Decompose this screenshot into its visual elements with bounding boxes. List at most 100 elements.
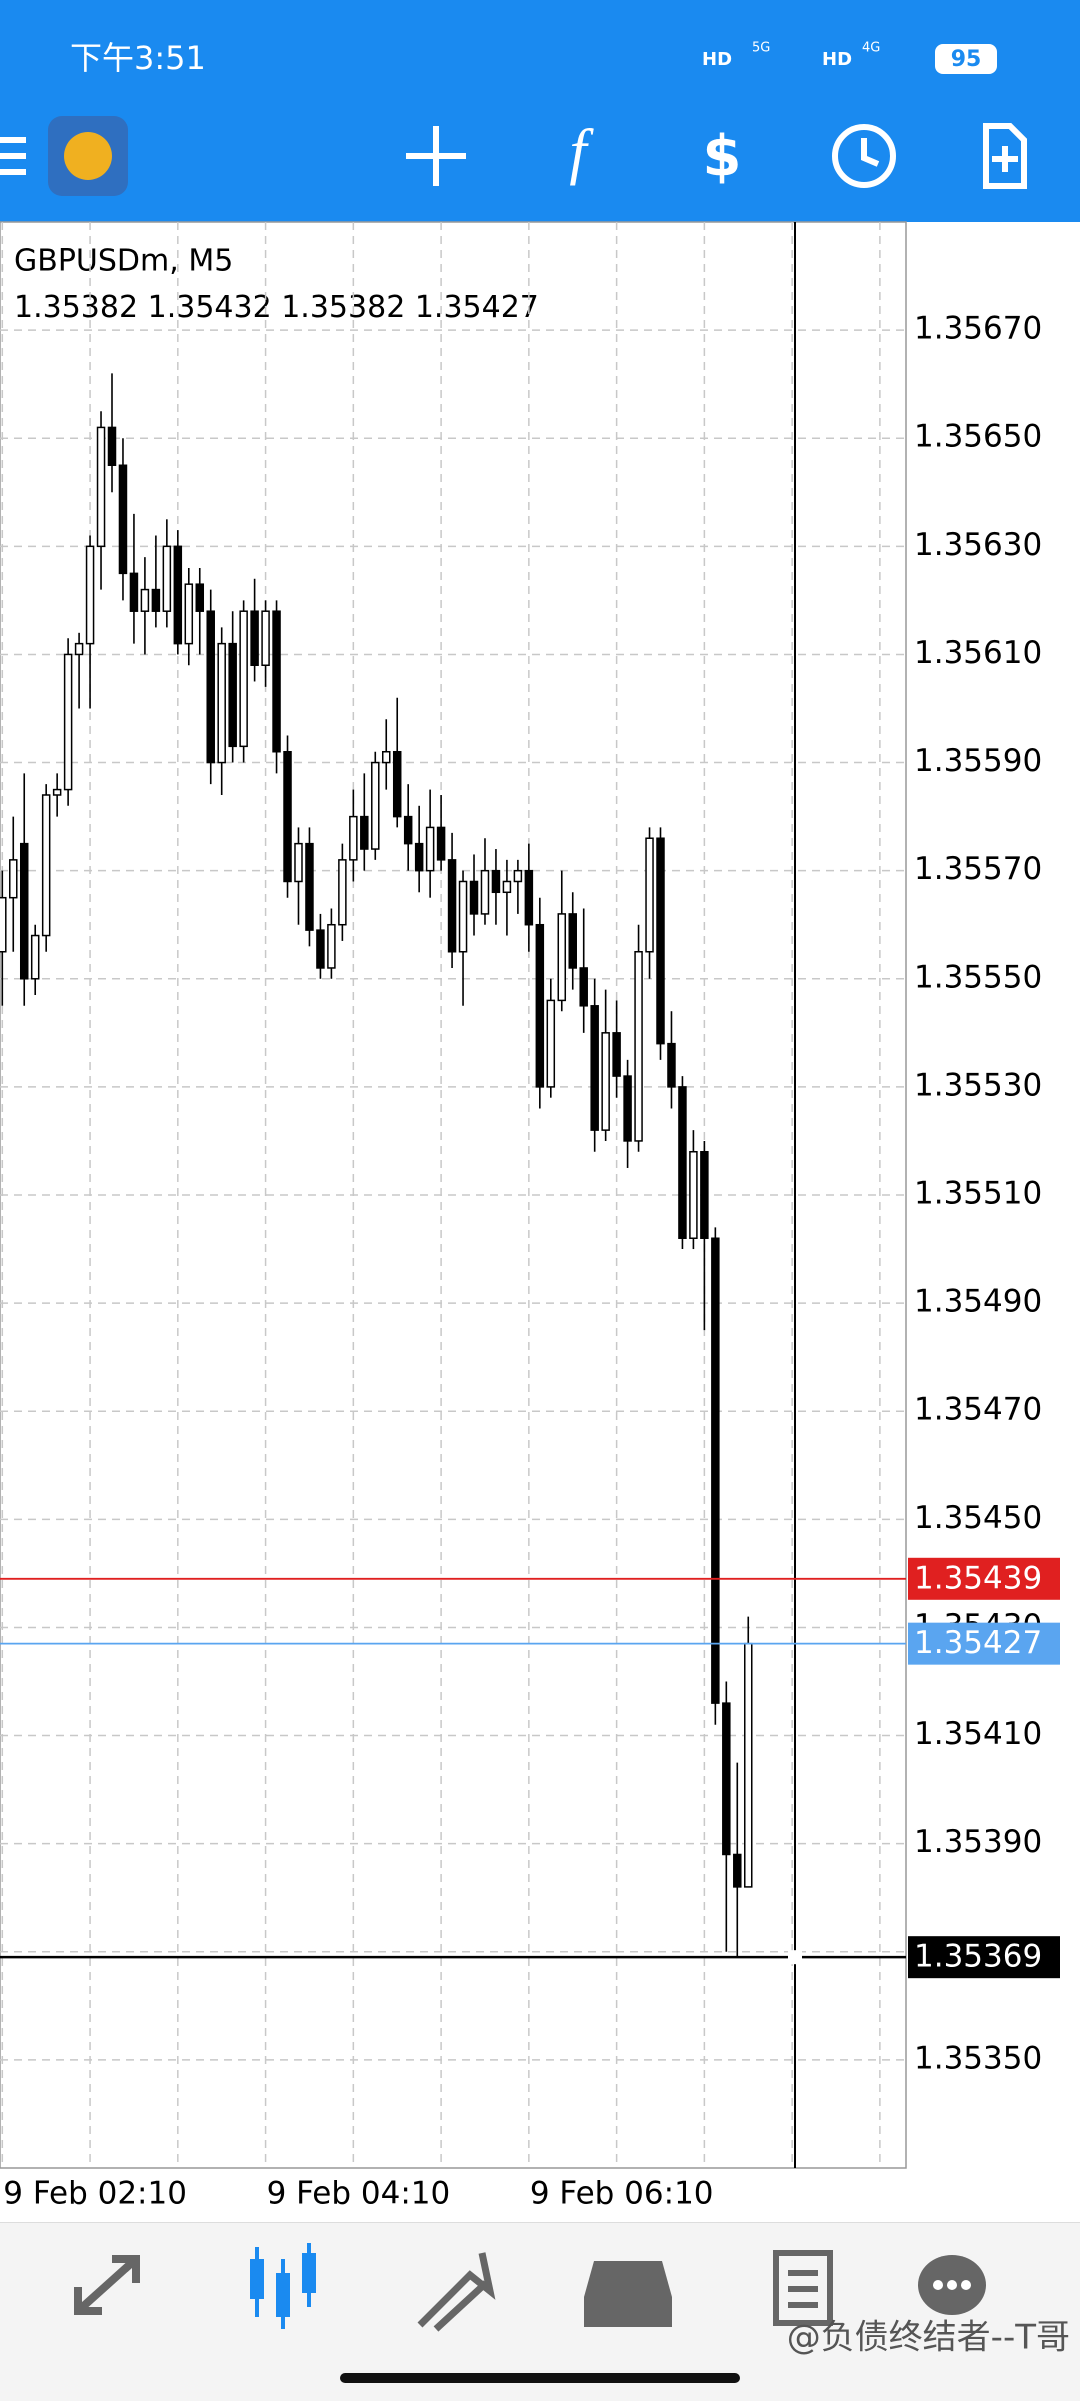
- candle-body: [722, 1702, 731, 1856]
- news-tab[interactable]: [773, 2250, 833, 2326]
- candle-body: [272, 610, 281, 753]
- candle-body: [524, 869, 534, 926]
- y-tick-label: 1.35350: [914, 2040, 1042, 2076]
- candle-body: [733, 1853, 742, 1888]
- network-label: HD: [702, 49, 732, 70]
- y-tick-label: 1.35530: [914, 1067, 1042, 1103]
- x-tick-label: 9 Feb 02:10: [3, 2176, 187, 2212]
- candle-body: [382, 750, 391, 764]
- plot-frame: [0, 221, 907, 2169]
- candle-body: [601, 1032, 610, 1131]
- history-tab[interactable]: [584, 2261, 672, 2327]
- candle-body: [667, 1042, 676, 1088]
- candle-body: [513, 869, 523, 883]
- candle-body: [338, 859, 347, 926]
- candle-body: [327, 923, 336, 969]
- network-label: HD: [822, 49, 852, 70]
- candle-body: [403, 815, 413, 845]
- candle-body: [228, 642, 237, 748]
- candle-body: [414, 842, 424, 872]
- candle-body: [458, 880, 468, 953]
- y-tick-label: 1.35650: [914, 419, 1042, 455]
- y-tick-label: 1.35470: [914, 1392, 1042, 1428]
- y-tick-label: 1.35410: [914, 1716, 1042, 1752]
- y-tick-label: 1.35570: [914, 851, 1042, 887]
- candle-body: [535, 923, 545, 1088]
- candle-body: [30, 934, 40, 980]
- candle-body: [568, 913, 577, 969]
- trade-tab[interactable]: [417, 2252, 496, 2332]
- y-tick-label: 1.35550: [914, 959, 1042, 995]
- candle-body: [250, 610, 259, 667]
- chart-title: GBPUSDm, M5: [14, 244, 233, 279]
- candle-body: [184, 583, 194, 645]
- candle-body: [63, 653, 73, 791]
- candle-body: [195, 583, 205, 612]
- candle-body: [0, 896, 7, 953]
- candle-body: [711, 1237, 720, 1704]
- ohlc-readout: 1.35382 1.35432 1.35382 1.35427: [14, 290, 539, 325]
- trade-icon[interactable]: $: [703, 124, 742, 189]
- price-label: 1.35439: [914, 1560, 1042, 1596]
- candle-body: [9, 859, 18, 899]
- price-label: 1.35369: [914, 1939, 1042, 1975]
- chart: GBPUSDm, M5 1.35382 1.35432 1.35382 1.35…: [0, 221, 1060, 2212]
- ohlc-open: 1.35382: [14, 290, 138, 325]
- y-tick-label: 1.35610: [914, 635, 1042, 671]
- price-label: 1.35427: [914, 1625, 1042, 1661]
- ohlc-high: 1.35432: [148, 290, 272, 325]
- menu-icon[interactable]: [0, 137, 26, 175]
- new-order-icon[interactable]: [983, 123, 1027, 189]
- candle-body: [480, 869, 490, 915]
- candle-body: [689, 1151, 698, 1239]
- battery: [935, 44, 997, 74]
- candle-body: [645, 837, 654, 953]
- candle-body: [140, 588, 150, 612]
- candle-body: [634, 951, 643, 1142]
- candle-body: [173, 545, 183, 645]
- candle-body: [19, 842, 29, 980]
- bottom-nav: @负债终结者--T哥: [0, 2222, 1080, 2401]
- candle-body: [491, 869, 501, 894]
- y-tick-label: 1.35450: [914, 1500, 1042, 1536]
- candle-body: [392, 750, 402, 818]
- candle-body: [294, 842, 303, 883]
- network-label: 5G: [752, 41, 770, 56]
- candle-body: [744, 1642, 753, 1888]
- ohlc-low: 1.35382: [281, 290, 405, 325]
- candle-body: [118, 464, 128, 575]
- candle-body: [85, 545, 95, 645]
- candle-body: [436, 826, 446, 861]
- ohlc-close: 1.35427: [415, 290, 539, 325]
- candle-body: [349, 815, 358, 861]
- y-tick-label: 1.35390: [914, 1824, 1042, 1860]
- candle-body: [206, 610, 215, 764]
- bottom-nav-graphics: @负债终结者--T哥: [74, 2243, 1070, 2383]
- candle-body: [261, 610, 270, 667]
- app-logo-mark: [64, 132, 112, 180]
- candle-body: [590, 1005, 599, 1131]
- candle-body: [305, 842, 314, 931]
- candle-body: [316, 929, 325, 969]
- candle-body: [283, 750, 292, 883]
- candle-body: [151, 588, 161, 612]
- candle-body: [217, 642, 226, 764]
- candle-body: [678, 1086, 687, 1239]
- y-tick-label: 1.35590: [914, 743, 1042, 779]
- home-indicator: [340, 2373, 740, 2383]
- network-label: 4G: [862, 41, 880, 56]
- status-time: 下午3:51: [70, 39, 206, 77]
- app-bar: 下午3:51 HD 5G HD 4G 95 f $: [0, 0, 1080, 222]
- candle-body: [371, 761, 380, 850]
- messages-tab[interactable]: [918, 2255, 986, 2315]
- app-bar-graphics: 下午3:51 HD 5G HD 4G 95 f $: [0, 39, 1027, 196]
- candle-body: [74, 642, 84, 656]
- candle-body: [360, 815, 369, 850]
- chart-tab[interactable]: [250, 2243, 316, 2329]
- quotes-tab[interactable]: [74, 2255, 140, 2315]
- crosshair-icon[interactable]: [406, 126, 466, 186]
- period-icon[interactable]: [832, 124, 896, 188]
- candle-body: [612, 1032, 621, 1077]
- y-tick-label: 1.35630: [914, 527, 1042, 563]
